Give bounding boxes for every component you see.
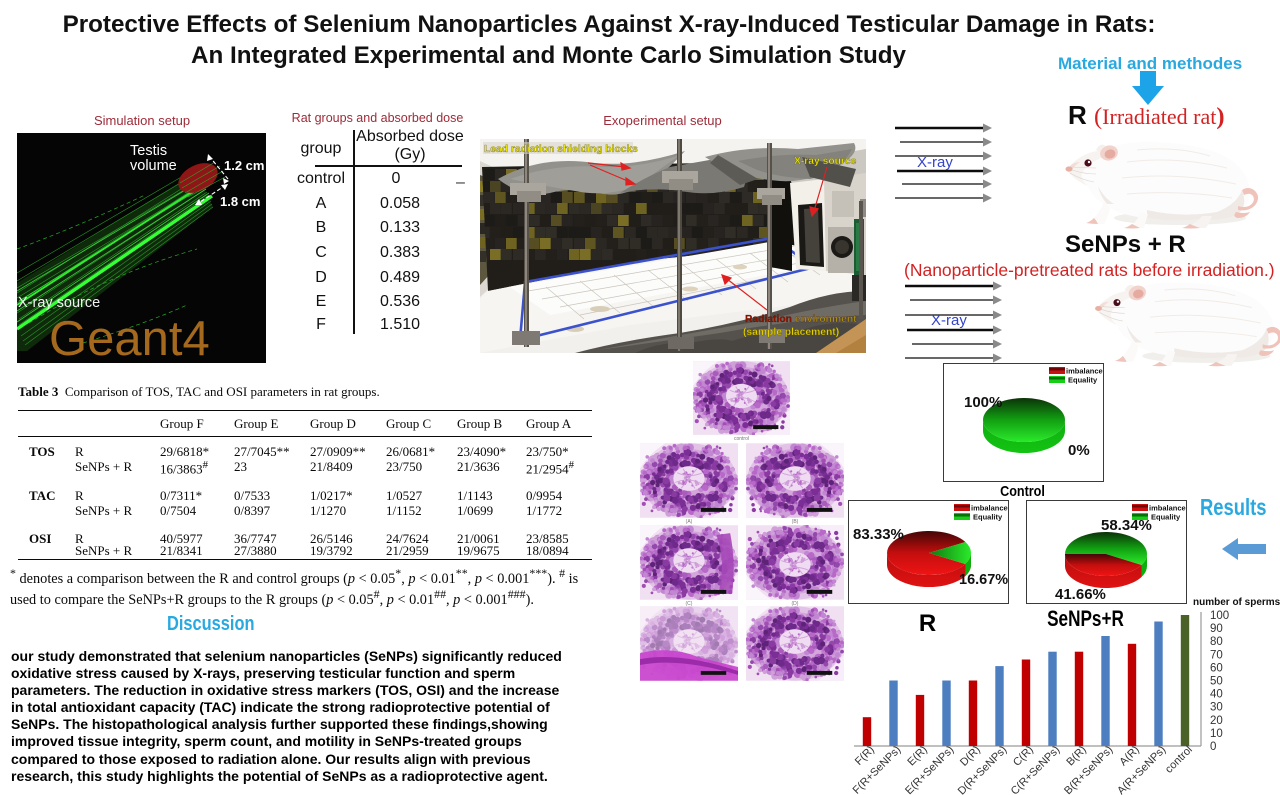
svg-text:Radiation environment: Radiation environment [745,314,857,325]
svg-text:100: 100 [1210,610,1229,622]
svg-text:Lead radiation shielding block: Lead radiation shielding blocks [484,144,638,155]
svg-text:C(R+SeNPs): C(R+SeNPs) [1009,744,1063,795]
svg-text:58.34%: 58.34% [1101,517,1152,534]
svg-text:10: 10 [1210,728,1223,740]
svg-text:Equality: Equality [1151,513,1181,522]
svg-text:90: 90 [1210,623,1223,635]
svg-text:Equality: Equality [973,513,1003,522]
svg-text:A(R+SeNPs): A(R+SeNPs) [1115,744,1168,795]
svg-text:40: 40 [1210,689,1223,701]
svg-text:83.33%: 83.33% [853,526,904,543]
svg-text:Testis: Testis [130,143,167,159]
svg-text:X-ray: X-ray [917,154,953,171]
svg-text:30: 30 [1210,702,1223,714]
svg-text:0: 0 [1210,741,1216,753]
svg-text:1.2 cm: 1.2 cm [224,158,264,173]
svg-text:Equality: Equality [1068,376,1098,385]
svg-text:Geant4: Geant4 [49,312,210,363]
svg-text:50: 50 [1210,676,1223,688]
svg-text:1.8 cm: 1.8 cm [220,194,260,209]
svg-text:X-ray: X-ray [931,312,967,329]
svg-text:100%: 100% [964,394,1002,411]
svg-text:E(R+SeNPs): E(R+SeNPs) [903,744,956,795]
svg-text:imbalance: imbalance [1149,504,1186,513]
svg-text:20: 20 [1210,715,1223,727]
svg-text:16.67%: 16.67% [959,572,1008,588]
svg-text:control: control [1163,744,1195,776]
svg-text:0%: 0% [1068,442,1090,459]
svg-text:imbalance: imbalance [1066,367,1103,376]
svg-text:(sample placement): (sample placement) [743,327,839,338]
svg-text:B(R+SeNPs): B(R+SeNPs) [1062,744,1115,795]
svg-text:X-ray source: X-ray source [18,295,100,311]
svg-text:X-ray source: X-ray source [794,156,857,167]
svg-text:F(R+SeNPs): F(R+SeNPs) [851,744,904,795]
svg-text:70: 70 [1210,649,1223,661]
svg-text:60: 60 [1210,662,1223,674]
svg-text:imbalance: imbalance [971,504,1008,513]
svg-text:41.66%: 41.66% [1055,586,1106,603]
svg-text:80: 80 [1210,636,1223,648]
svg-text:volume: volume [130,158,177,174]
svg-text:D(R+SeNPs): D(R+SeNPs) [956,744,1010,795]
